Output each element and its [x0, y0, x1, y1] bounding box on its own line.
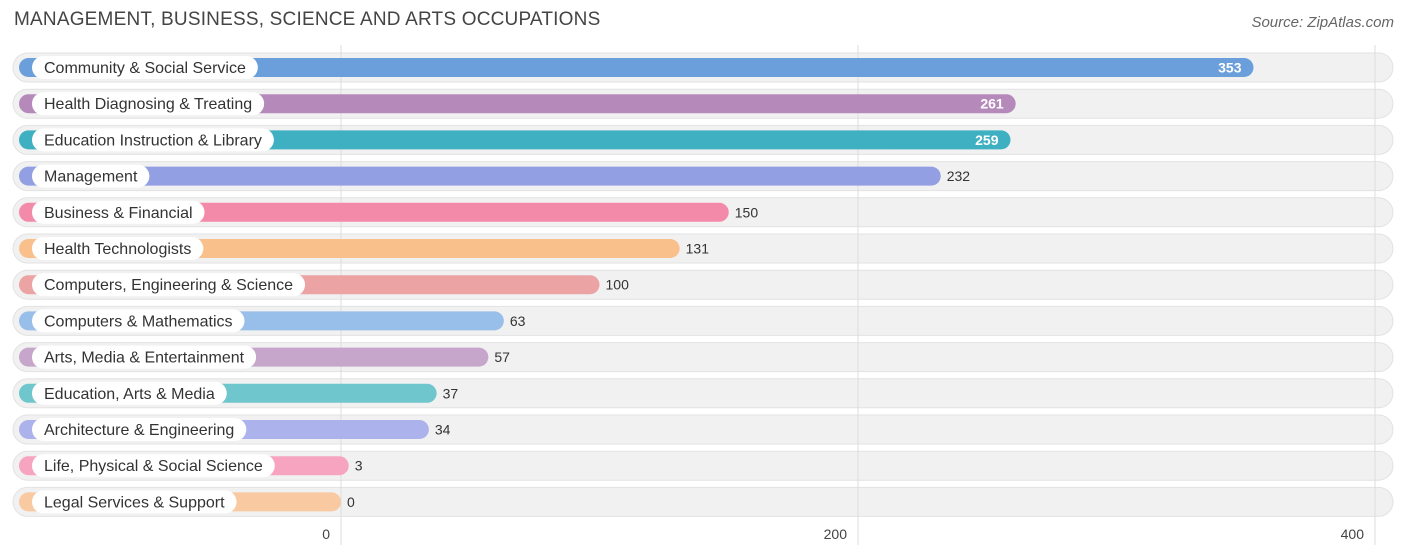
label-pill [32, 454, 275, 478]
label-pill [32, 418, 247, 441]
category-label: Business & Financial [44, 205, 193, 222]
label-pill [32, 200, 205, 224]
label-pill [32, 309, 245, 333]
category-label: Architecture & Engineering [44, 422, 234, 439]
value-label: 131 [686, 241, 710, 257]
x-tick-label: 200 [824, 526, 848, 542]
category-label: Legal Services & Support [44, 494, 225, 511]
value-label: 63 [510, 313, 526, 329]
row-track [12, 450, 1394, 481]
category-label: Computers, Engineering & Science [44, 277, 293, 294]
label-pill [32, 56, 258, 79]
category-label: Health Technologists [44, 241, 191, 258]
value-label: 3 [355, 458, 363, 474]
bar [19, 94, 1016, 114]
value-label: 259 [975, 132, 999, 148]
category-label: Life, Physical & Social Science [44, 458, 263, 475]
value-label: 57 [494, 349, 510, 365]
value-label: 261 [980, 96, 1004, 112]
label-pill [32, 92, 265, 116]
value-label: 34 [435, 422, 451, 438]
value-label: 0 [347, 494, 355, 510]
value-label: 150 [735, 204, 759, 220]
category-label: Health Diagnosing & Treating [44, 96, 252, 113]
label-pill [32, 345, 257, 369]
label-pill [32, 490, 237, 514]
chart-title: MANAGEMENT, BUSINESS, SCIENCE AND ARTS O… [14, 9, 601, 30]
category-label: Computers & Mathematics [44, 313, 233, 330]
bar [19, 166, 941, 186]
row-track [12, 486, 1394, 517]
label-pill [32, 237, 204, 260]
value-label: 353 [1218, 60, 1242, 76]
x-tick-label: 0 [322, 526, 330, 542]
value-label: 37 [443, 385, 459, 401]
category-label: Education, Arts & Media [44, 386, 215, 403]
label-pill [32, 164, 150, 188]
category-label: Community & Social Service [44, 60, 246, 77]
value-label: 100 [606, 277, 630, 293]
label-pill [32, 128, 274, 152]
category-label: Education Instruction & Library [44, 132, 262, 149]
category-label: Management [44, 169, 138, 186]
category-label: Arts, Media & Entertainment [44, 350, 245, 367]
label-pill [32, 381, 227, 405]
source-note: Source: ZipAtlas.com [1251, 14, 1394, 31]
bar [19, 58, 1254, 77]
value-label: 232 [947, 168, 971, 184]
x-tick-label: 400 [1341, 526, 1365, 542]
label-pill [32, 273, 306, 297]
